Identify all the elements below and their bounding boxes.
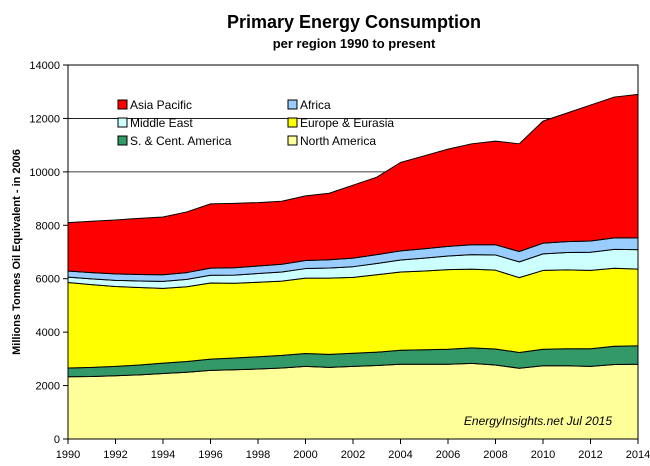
x-tick-label: 2002 bbox=[341, 449, 365, 461]
legend-item-europe-eurasia: Europe & Eurasia bbox=[287, 116, 394, 130]
x-tick-label: 1994 bbox=[151, 449, 175, 461]
x-tick-label: 2008 bbox=[483, 449, 507, 461]
legend-item-asia-pacific: Asia Pacific bbox=[117, 98, 192, 112]
legend-item-s-cent-america: S. & Cent. America bbox=[117, 134, 232, 148]
chart-subtitle: per region 1990 to present bbox=[273, 36, 436, 51]
legend-swatch bbox=[117, 99, 128, 110]
y-axis-label: Millions Tonnes Oil Equivalent - in 2006 bbox=[11, 149, 23, 355]
legend-item-north-america: North America bbox=[287, 134, 376, 148]
legend-label: Europe & Eurasia bbox=[300, 116, 394, 130]
x-tick-label: 1998 bbox=[246, 449, 270, 461]
legend-label: North America bbox=[300, 134, 376, 148]
legend-swatch bbox=[287, 117, 298, 128]
legend-swatch bbox=[117, 135, 128, 146]
legend-item-middle-east: Middle East bbox=[117, 116, 193, 130]
x-tick-label: 2010 bbox=[531, 449, 555, 461]
legend-swatch bbox=[117, 117, 128, 128]
legend-item-africa: Africa bbox=[287, 98, 331, 112]
y-tick-label: 14000 bbox=[29, 60, 60, 72]
source-annotation: EnergyInsights.net Jul 2015 bbox=[464, 414, 612, 428]
x-tick-label: 2004 bbox=[388, 449, 412, 461]
legend-label: S. & Cent. America bbox=[130, 134, 232, 148]
legend-swatch bbox=[287, 135, 298, 146]
legend-label: Middle East bbox=[130, 116, 193, 130]
y-tick-label: 6000 bbox=[36, 274, 60, 286]
y-tick-label: 2000 bbox=[36, 381, 60, 393]
legend: Asia Pacific Africa Middle East Europe & Eu… bbox=[117, 98, 394, 148]
y-tick-label: 4000 bbox=[36, 327, 60, 339]
legend-swatch bbox=[287, 99, 298, 110]
y-tick-label: 0 bbox=[54, 434, 60, 446]
legend-label: Africa bbox=[300, 98, 331, 112]
x-tick-label: 1992 bbox=[103, 449, 127, 461]
chart-title: Primary Energy Consumption bbox=[227, 12, 481, 32]
legend-label: Asia Pacific bbox=[130, 98, 192, 112]
axes: 0 2000 4000 6000 8000 10000 12000 14000 1990 1992… bbox=[29, 60, 650, 461]
x-tick-label: 2000 bbox=[293, 449, 317, 461]
x-tick-label: 2014 bbox=[626, 449, 650, 461]
y-tick-label: 8000 bbox=[36, 220, 60, 232]
x-tick-label: 2012 bbox=[578, 449, 602, 461]
x-tick-label: 2006 bbox=[436, 449, 460, 461]
y-tick-label: 12000 bbox=[29, 113, 60, 125]
x-tick-label: 1996 bbox=[198, 449, 222, 461]
x-tick-label: 1990 bbox=[56, 449, 80, 461]
y-tick-label: 10000 bbox=[29, 167, 60, 179]
